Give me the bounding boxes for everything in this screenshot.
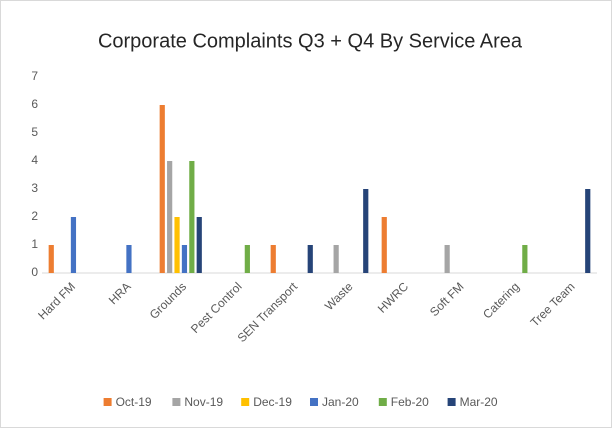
legend-swatch	[241, 398, 250, 406]
y-tick-label: 4	[31, 153, 38, 167]
y-tick-label: 1	[31, 237, 38, 251]
bar	[196, 217, 202, 273]
bar	[181, 245, 188, 273]
legend-label: Oct-19	[116, 395, 152, 409]
legend-label: Nov-19	[184, 395, 223, 409]
chart-title: Corporate Complaints Q3 + Q4 By Service …	[98, 30, 523, 52]
bar	[244, 245, 250, 273]
bar	[167, 161, 173, 273]
bar	[48, 245, 54, 273]
bar	[333, 245, 339, 273]
bar	[381, 217, 387, 273]
bar	[70, 217, 77, 273]
y-tick-label: 3	[31, 181, 38, 195]
bar	[159, 105, 165, 273]
legend-label: Mar-20	[460, 395, 498, 409]
bar	[585, 189, 591, 273]
y-tick-label: 7	[31, 69, 38, 83]
bar	[189, 161, 195, 273]
legend-label: Dec-19	[253, 395, 292, 409]
y-tick-label: 6	[31, 97, 38, 111]
y-tick-label: 5	[31, 125, 38, 139]
legend-swatch	[172, 398, 181, 406]
bar	[270, 245, 276, 273]
legend-swatch	[103, 398, 112, 406]
bar	[174, 217, 180, 273]
y-tick-label: 2	[31, 209, 38, 223]
legend-label: Jan-20	[322, 395, 359, 409]
bar	[307, 245, 313, 273]
bar	[363, 189, 369, 273]
bar	[126, 245, 132, 273]
legend-label: Feb-20	[391, 395, 429, 409]
legend-swatch	[310, 398, 318, 406]
legend-swatch	[447, 398, 456, 406]
bar	[444, 245, 450, 273]
y-tick-label: 0	[31, 265, 38, 279]
bar	[522, 245, 528, 273]
legend-swatch	[378, 398, 387, 406]
